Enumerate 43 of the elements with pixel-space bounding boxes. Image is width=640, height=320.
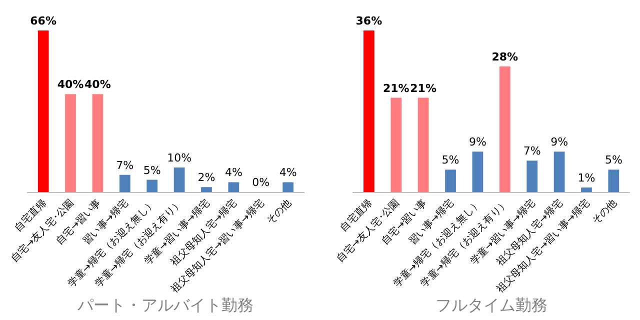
bar bbox=[418, 98, 429, 192]
bar bbox=[554, 152, 565, 192]
x-axis-title: パート・アルバイト勤務 bbox=[76, 295, 254, 314]
data-label: 36% bbox=[356, 14, 382, 28]
data-label: 4% bbox=[224, 166, 242, 180]
data-label: 40% bbox=[57, 78, 84, 92]
bar bbox=[472, 152, 484, 192]
data-label: 5% bbox=[143, 164, 161, 177]
data-label: 28% bbox=[492, 50, 518, 64]
data-label: 0% bbox=[252, 176, 270, 189]
data-label: 40% bbox=[84, 78, 111, 92]
bar bbox=[364, 30, 374, 192]
x-axis-title: フルタイム勤務 bbox=[435, 295, 548, 314]
bar bbox=[282, 182, 294, 192]
data-label: 21% bbox=[410, 82, 436, 95]
bar bbox=[581, 188, 592, 192]
data-label: 2% bbox=[198, 171, 216, 184]
bar bbox=[499, 66, 510, 192]
bar bbox=[228, 182, 240, 192]
bar bbox=[174, 168, 185, 192]
data-label: 5% bbox=[442, 154, 460, 167]
bar bbox=[390, 98, 402, 192]
bar bbox=[608, 170, 620, 192]
data-label: 5% bbox=[604, 154, 622, 167]
data-label: 21% bbox=[382, 82, 410, 95]
x-tick-label: その他 bbox=[264, 197, 294, 227]
bar bbox=[65, 94, 76, 192]
data-label: 7% bbox=[523, 144, 541, 158]
bar bbox=[526, 160, 538, 192]
data-label: 9% bbox=[468, 136, 486, 149]
bar bbox=[92, 94, 104, 192]
data-label: 7% bbox=[116, 158, 134, 172]
data-label: 66% bbox=[30, 14, 56, 28]
bar bbox=[38, 30, 49, 192]
x-tick-label: その他 bbox=[590, 197, 620, 227]
bar bbox=[146, 180, 158, 192]
data-label: 10% bbox=[167, 152, 192, 165]
bar bbox=[445, 170, 456, 192]
bar bbox=[201, 187, 212, 192]
data-label: 9% bbox=[550, 136, 568, 149]
data-label: 1% bbox=[578, 172, 596, 185]
data-label: 4% bbox=[279, 166, 297, 180]
bar bbox=[119, 174, 130, 192]
